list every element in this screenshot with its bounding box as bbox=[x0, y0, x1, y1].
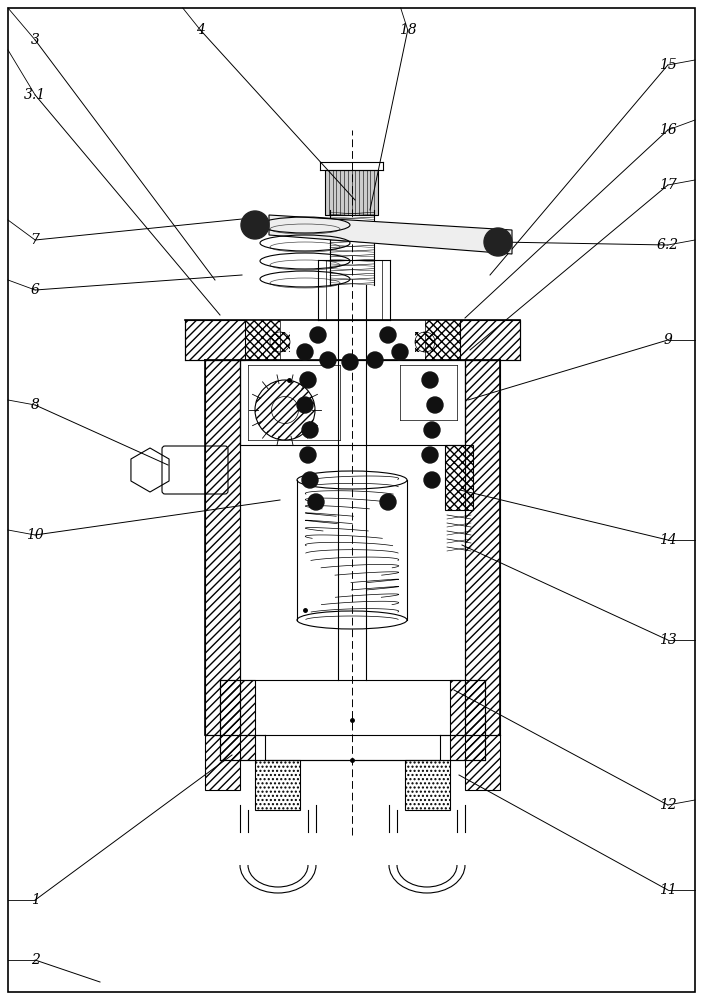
Circle shape bbox=[297, 344, 313, 360]
Bar bbox=[450, 680, 485, 760]
Bar bbox=[465, 360, 500, 790]
Circle shape bbox=[380, 494, 396, 510]
Bar bbox=[205, 360, 240, 790]
Text: 13: 13 bbox=[659, 633, 677, 647]
Bar bbox=[415, 332, 435, 352]
Text: 8: 8 bbox=[31, 398, 39, 412]
Text: 10: 10 bbox=[26, 528, 44, 542]
Circle shape bbox=[302, 422, 318, 438]
Circle shape bbox=[300, 447, 316, 463]
Text: 7: 7 bbox=[31, 233, 39, 247]
Bar bbox=[185, 320, 245, 360]
Text: 14: 14 bbox=[659, 533, 677, 547]
Circle shape bbox=[427, 397, 443, 413]
Bar bbox=[220, 680, 255, 760]
Circle shape bbox=[300, 372, 316, 388]
Circle shape bbox=[310, 327, 326, 343]
Circle shape bbox=[367, 352, 383, 368]
Text: 15: 15 bbox=[659, 58, 677, 72]
Bar bbox=[445, 445, 473, 510]
Bar bbox=[270, 332, 290, 352]
Circle shape bbox=[424, 422, 440, 438]
Text: 16: 16 bbox=[659, 123, 677, 137]
Text: 11: 11 bbox=[659, 883, 677, 897]
Circle shape bbox=[422, 372, 438, 388]
Text: 6.2: 6.2 bbox=[657, 238, 679, 252]
Circle shape bbox=[392, 344, 408, 360]
Text: 1: 1 bbox=[31, 893, 39, 907]
Circle shape bbox=[308, 494, 324, 510]
Text: 18: 18 bbox=[399, 23, 417, 37]
Circle shape bbox=[422, 447, 438, 463]
Text: 2: 2 bbox=[31, 953, 39, 967]
Bar bbox=[325, 170, 378, 215]
Text: 17: 17 bbox=[659, 178, 677, 192]
Text: 9: 9 bbox=[664, 333, 672, 347]
Bar bbox=[245, 320, 280, 360]
Bar bbox=[460, 320, 520, 360]
Circle shape bbox=[342, 354, 358, 370]
Circle shape bbox=[484, 228, 512, 256]
Text: 3.1: 3.1 bbox=[24, 88, 46, 102]
Circle shape bbox=[320, 352, 336, 368]
Bar bbox=[425, 320, 460, 360]
Text: 6: 6 bbox=[31, 283, 39, 297]
Text: 4: 4 bbox=[196, 23, 205, 37]
Circle shape bbox=[302, 472, 318, 488]
Circle shape bbox=[241, 211, 269, 239]
Text: 12: 12 bbox=[659, 798, 677, 812]
Circle shape bbox=[297, 397, 313, 413]
Polygon shape bbox=[269, 215, 512, 254]
Bar bbox=[255, 760, 300, 810]
Bar bbox=[405, 760, 450, 810]
Text: 3: 3 bbox=[31, 33, 39, 47]
Circle shape bbox=[380, 327, 396, 343]
Circle shape bbox=[424, 472, 440, 488]
